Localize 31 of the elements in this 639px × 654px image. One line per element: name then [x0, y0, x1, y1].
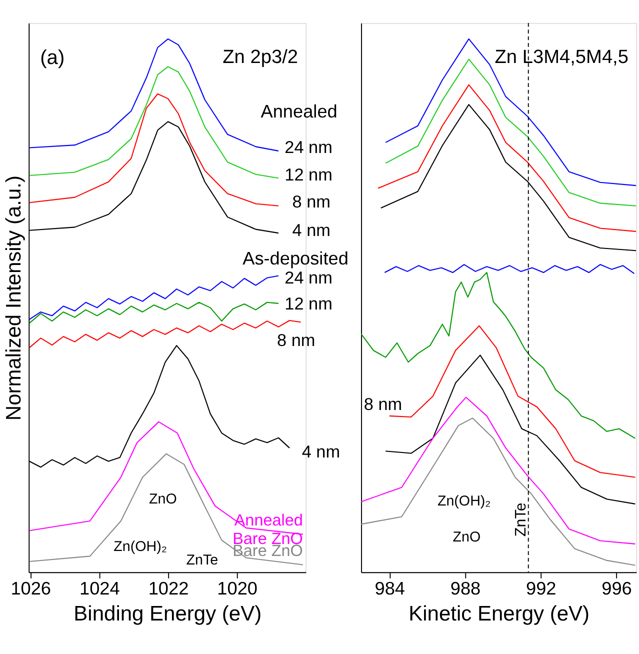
annotation: ZnTe — [186, 552, 218, 569]
x-axis-title: Binding Energy (eV) — [74, 602, 262, 626]
x-tick-label: 1024 — [80, 578, 120, 599]
chart-title: Zn 2p3/2 — [222, 47, 298, 68]
x-tick-label: 1020 — [217, 578, 258, 599]
annotation: As-deposited — [242, 248, 348, 269]
x-tick-label: 996 — [602, 578, 632, 599]
y-axis-title: Normalized Intensity (a.u.) — [2, 176, 26, 421]
x-tick-label: 988 — [450, 578, 481, 599]
annotation: 4 nm — [292, 220, 330, 240]
ref-line-label: ZnTe — [512, 502, 530, 537]
annotation: ZnO — [452, 530, 481, 546]
annotation: 24 nm — [284, 136, 332, 157]
annotation: 8 nm — [292, 191, 330, 212]
annotation: ZnO — [149, 491, 177, 508]
annotation: (a) — [40, 47, 65, 70]
chart-title: Zn L3M4,5M4,5 — [494, 47, 628, 68]
x-tick-label: 992 — [526, 578, 556, 599]
annotation: Zn(OH)₂ — [114, 539, 167, 556]
annotation: 12 nm — [284, 294, 332, 314]
x-tick-label: 1022 — [148, 578, 189, 599]
x-axis-title: Kinetic Energy (eV) — [408, 602, 590, 626]
annotation: 8 nm — [276, 330, 316, 350]
x-tick-label: 984 — [374, 578, 406, 599]
annotation: 24 nm — [284, 268, 332, 288]
x-tick-label: 1026 — [10, 578, 52, 599]
annotation: 12 nm — [284, 164, 332, 185]
annotation: 4 nm — [302, 442, 340, 462]
annotation: Annealed — [260, 102, 338, 122]
annotation: Zn(OH)₂ — [437, 493, 491, 510]
annotation: 8 nm — [364, 394, 402, 414]
